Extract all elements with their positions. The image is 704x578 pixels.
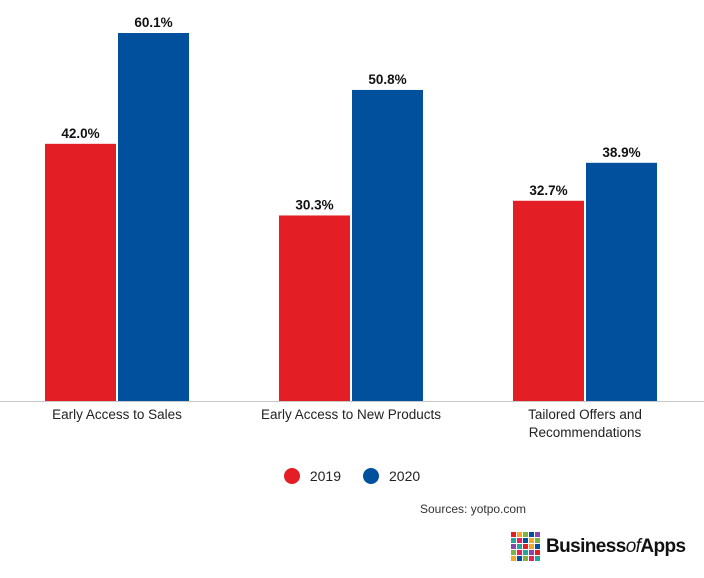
data-label-2020-2: 38.9% [602,145,640,160]
logo-cell [523,550,528,555]
logo-cell [511,556,516,561]
logo-cell [529,532,534,537]
data-label-2019-1: 30.3% [295,197,333,212]
bar-2020-1 [352,89,423,401]
legend-label-2019: 2019 [309,468,341,484]
data-label-2019-2: 32.7% [529,183,567,198]
logo-cell [511,544,516,549]
logo-cell [535,532,540,537]
logo-cell [535,550,540,555]
data-label-2019-0: 42.0% [61,126,99,141]
logo-cell [529,538,534,543]
logo-cell [511,550,516,555]
logo-cell [523,556,528,561]
category-label-1-0: Early Access to New Products [261,407,441,422]
logo-cell [517,544,522,549]
logo-cell [523,538,528,543]
legend-item-2019: 2019 [283,468,341,484]
logo-cell [511,538,516,543]
brand-part-1: Business [546,535,626,557]
legend-item-2020: 2020 [363,468,420,484]
data-label-2020-0: 60.1% [134,15,172,30]
logo-cell [511,532,516,537]
logo-cell [529,550,534,555]
category-label-2-1: Recommendations [529,425,642,440]
bar-2019-2 [513,200,584,401]
bar-2020-0 [118,33,189,401]
category-label-2-0: Tailored Offers and [528,407,642,422]
logo-cell [517,538,522,543]
bar-2019-1 [279,215,350,401]
legend-label-2020: 2020 [389,468,421,484]
bar-2020-2 [586,162,657,401]
logo-cell [517,532,522,537]
category-label-0-0: Early Access to Sales [52,407,182,422]
bar-chart: 42.0% 60.1% Early Access to Sales 30.3% 50.8… [0,15,704,440]
logo-cell [535,556,540,561]
logo-cell [529,544,534,549]
legend-swatch-2019 [283,468,300,484]
brand-part-3: Apps [640,535,686,557]
logo-cell [517,550,522,555]
logo-cell [535,538,540,543]
logo-cell [523,544,528,549]
logo-cell [517,556,522,561]
brand-part-2: of [625,535,641,557]
source-note: Sources: yotpo.com [420,502,527,516]
data-label-2020-1: 50.8% [368,72,406,87]
brand-logo: BusinessofApps [511,532,686,561]
logo-cell [529,556,534,561]
bar-2019-0 [45,143,116,402]
brand-name: BusinessofApps [546,535,686,558]
logo-cell [523,532,528,537]
legend-swatch-2020 [363,468,379,484]
logo-grid-icon [511,532,540,561]
legend: 2019 2020 [0,468,704,484]
logo-cell [535,544,540,549]
